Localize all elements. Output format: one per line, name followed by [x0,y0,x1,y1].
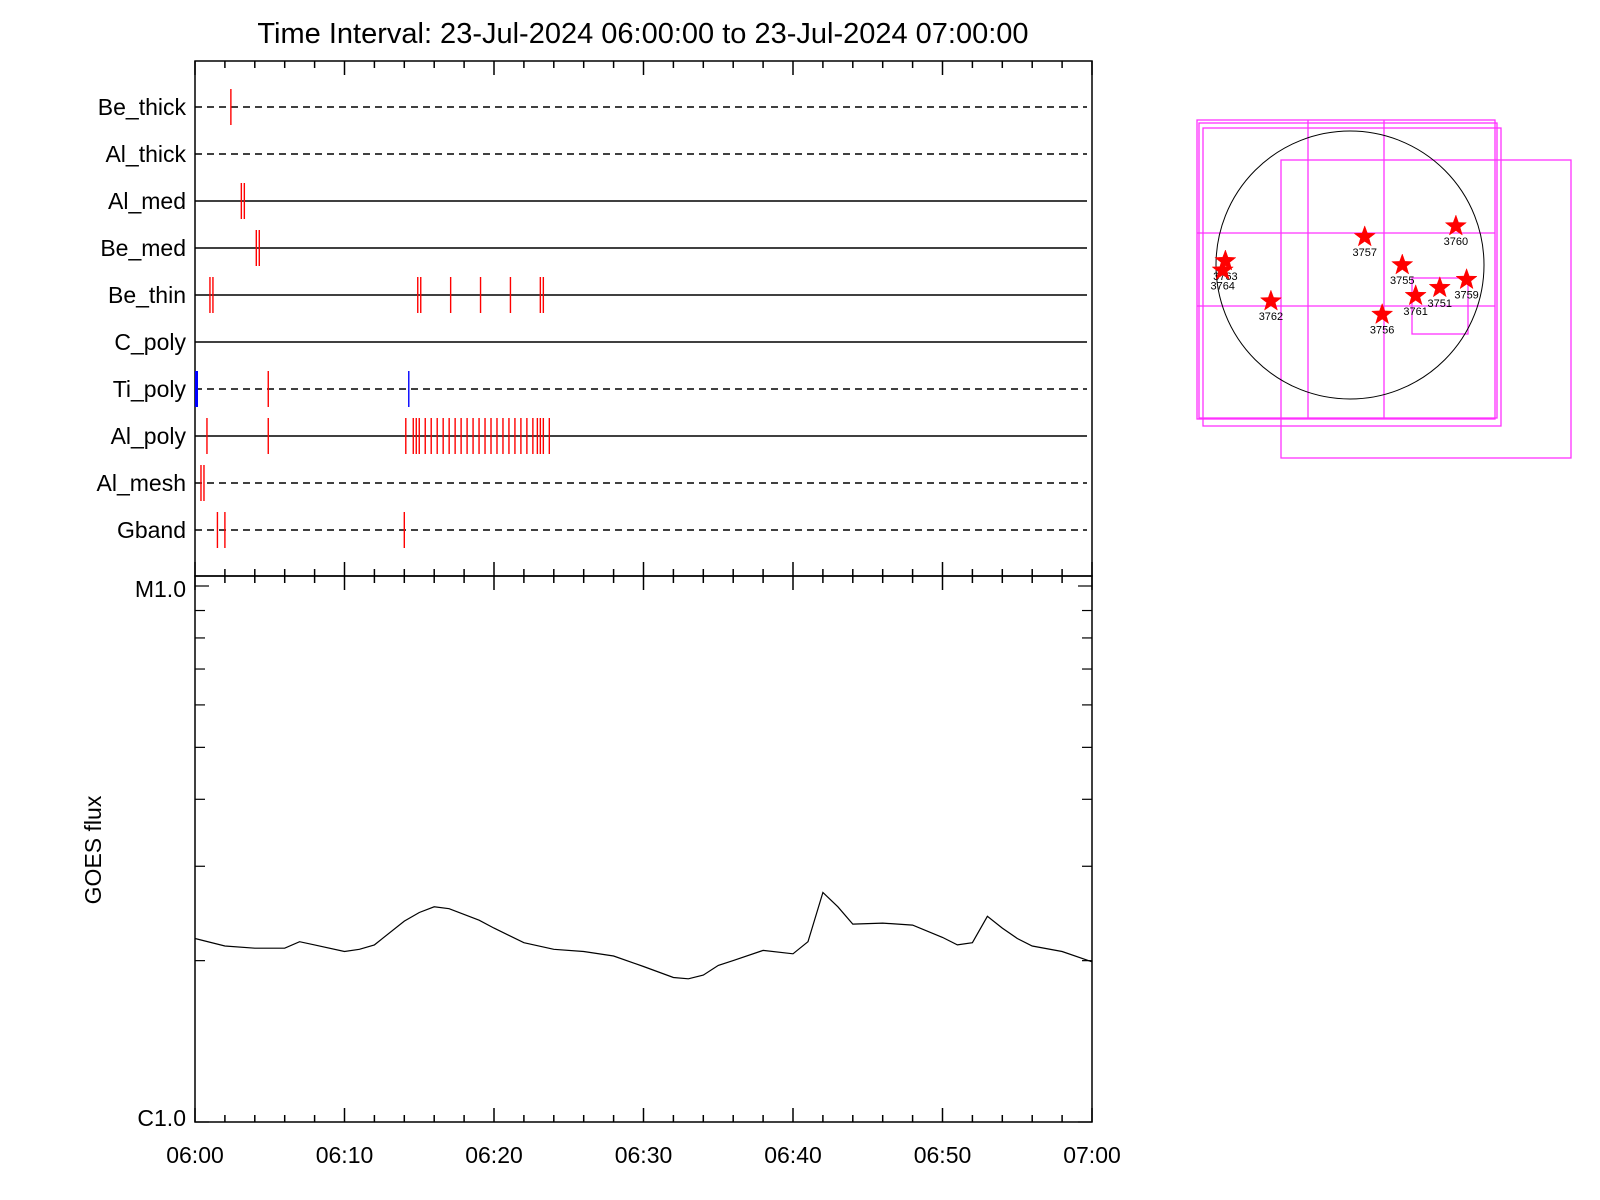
active-region-label-3751: 3751 [1428,298,1452,310]
event-raster-panel: Be_thick Al_thick Al_med Be_med Be_thin C_pol… [97,60,1093,577]
active-region-label-3760: 3760 [1444,236,1468,248]
active-region-star-3764 [1211,258,1234,280]
channel-label-be-med: Be_med [100,235,186,261]
channel-label-al-thick: Al_thick [105,141,186,167]
channel-label-al-mesh: Al_mesh [97,470,186,496]
x-tick-label: 06:30 [615,1142,673,1168]
x-tick-label: 06:50 [914,1142,972,1168]
active-region-label-3762: 3762 [1259,311,1283,323]
active-region-markers: 3751375537563757375937603761376237633764 [1210,214,1479,337]
y-tick-label-c1: C1.0 [137,1105,186,1131]
x-tick-label: 06:20 [465,1142,523,1168]
fov-box [1202,127,1502,427]
active-region-label-3759: 3759 [1454,290,1478,302]
goes-flux-panel: GOES flux M1.0 C1.0 06:00 06:10 06:20 06:30… [80,575,1121,1168]
goes-axis-ticks [194,576,1093,1123]
active-region-star-3761 [1404,284,1427,306]
channel-label-be-thin: Be_thin [108,282,186,308]
active-region-label-3764: 3764 [1210,280,1234,292]
raster-frame [194,60,1093,577]
fov-box [1198,122,1498,419]
active-region-star-3760 [1444,214,1468,236]
active-region-star-3757 [1353,225,1376,247]
x-tick-label: 06:40 [764,1142,822,1168]
channel-label-al-poly: Al_poly [111,423,187,449]
active-region-star-3759 [1455,267,1478,290]
active-region-label-3761: 3761 [1403,306,1427,318]
solar-disk-map: 3751375537563757375937603761376237633764 [1196,119,1572,459]
active-region-star-3751 [1428,276,1451,298]
x-tick-labels: 06:00 06:10 06:20 06:30 06:40 06:50 07:00 [166,1142,1121,1168]
active-region-star-3762 [1259,289,1283,311]
active-region-star-3763 [1214,249,1237,271]
active-region-label-3756: 3756 [1370,325,1394,337]
y-tick-label-m1: M1.0 [135,576,186,602]
raster-rows: Be_thick Al_thick Al_med Be_med Be_thin C_pol… [97,94,1087,543]
x-tick-label: 06:10 [316,1142,374,1168]
raster-x-ticks [194,61,1093,576]
x-tick-label: 07:00 [1063,1142,1121,1168]
active-region-star-3756 [1371,302,1394,325]
x-tick-label: 06:00 [166,1142,224,1168]
solar-limb [1215,130,1485,400]
fov-box [1196,119,1496,420]
active-region-label-3755: 3755 [1390,275,1414,287]
fov-box [1280,159,1572,459]
goes-frame [194,575,1093,1123]
active-region-star-3755 [1391,253,1414,275]
goes-flux-line [194,891,1093,980]
channel-label-gband: Gband [117,517,186,543]
goes-y-axis-label: GOES flux [80,795,106,904]
channel-label-c-poly: C_poly [114,329,186,355]
active-region-label-3757: 3757 [1352,247,1376,259]
raster-events [194,89,551,548]
channel-label-al-med: Al_med [108,188,186,214]
channel-label-be-thick: Be_thick [98,94,187,120]
figure-title: Time Interval: 23-Jul-2024 06:00:00 to 2… [257,18,1028,50]
channel-label-ti-poly: Ti_poly [113,376,187,402]
